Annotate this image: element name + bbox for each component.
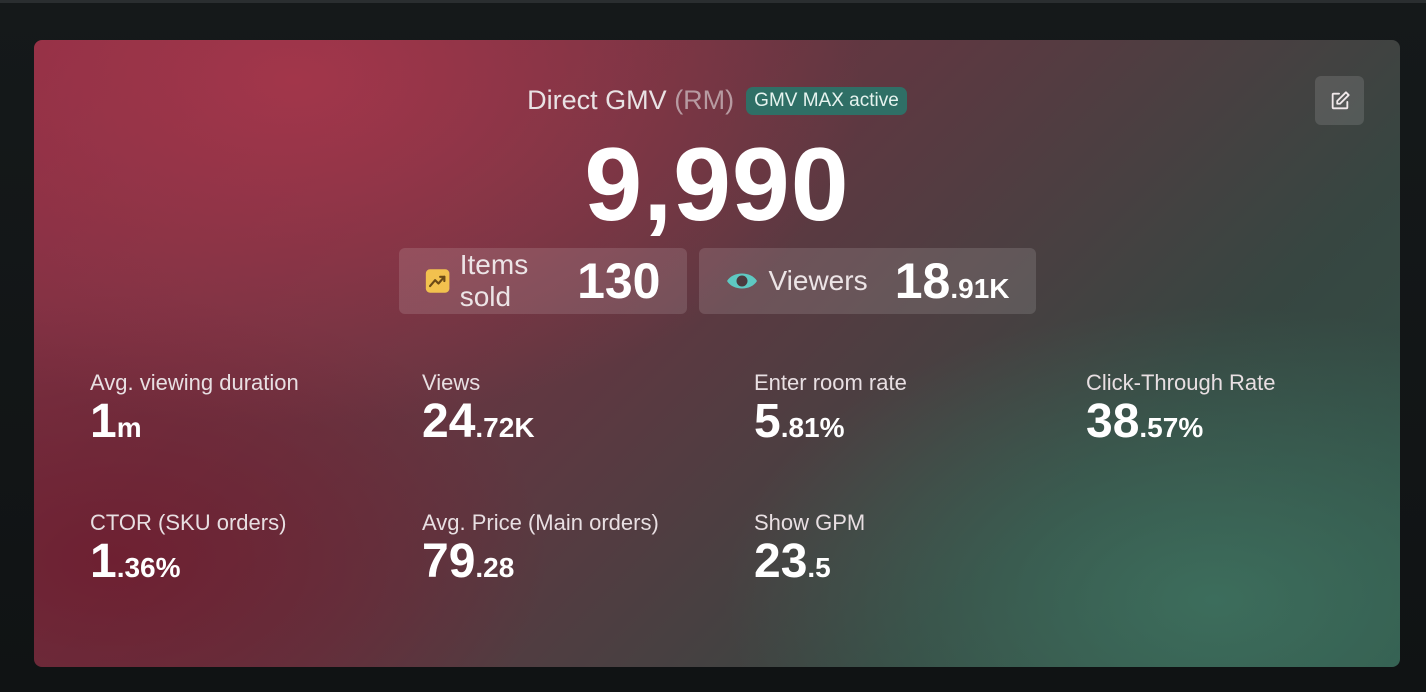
gmv-max-badge: GMV MAX active [746,86,907,115]
summary-chips: Items sold 130 Viewers 18.91K [34,248,1400,314]
live-metrics-card: Direct GMV (RM) GMV MAX active 9,990 Ite… [34,40,1400,667]
metric-label: Avg. Price (Main orders) [422,510,659,535]
metric-value-main: 38 [1086,395,1140,448]
metric-value-main: 1 [90,535,117,588]
metric-label: Click-Through Rate [1086,370,1276,395]
metric-value: 23.5 [754,538,1054,586]
metric-value-main: 24 [422,395,476,448]
metric-value-frac: .28 [475,552,515,583]
viewers-value-main: 18 [894,253,951,309]
metric-value-main: 79 [422,535,476,588]
viewers-label: Viewers [768,265,868,296]
metric-value-main: 1 [90,395,117,448]
items-sold-value: 130 [577,256,660,306]
metric-avg-price-main-orders: Avg. Price (Main orders) 79.28 [422,510,722,586]
metric-label: Show GPM [754,510,866,535]
metric-value: 1m [90,398,390,446]
metric-label: CTOR (SKU orders) [90,510,287,535]
metric-value: 24.72K [422,398,722,446]
edit-button[interactable] [1315,76,1364,125]
metric-value-frac: .81% [780,412,845,443]
metric-views: Views 24.72K [422,370,722,446]
metric-enter-room-rate: Enter room rate 5.81% [754,370,1054,446]
metric-value-main: 23 [754,535,808,588]
metric-value-frac: .5 [807,552,831,583]
metric-label: Avg. viewing duration [90,370,299,395]
trending-up-icon [425,269,449,293]
metric-value-frac: .57% [1139,412,1204,443]
metric-label: Views [422,370,481,395]
gmv-unit: (RM) [674,85,735,115]
metric-value-main: 5 [754,395,781,448]
gmv-header: Direct GMV (RM) GMV MAX active [34,85,1400,116]
metric-ctor-sku-orders: CTOR (SKU orders) 1.36% [90,510,390,586]
metric-value-frac: .72K [475,412,535,443]
metric-show-gpm: Show GPM 23.5 [754,510,1054,586]
items-sold-chip: Items sold 130 [398,248,687,314]
edit-icon [1331,90,1350,109]
metric-value-frac: .36% [116,552,181,583]
gmv-value: 9,990 [584,127,850,243]
metric-value: 38.57% [1086,398,1386,446]
viewers-value-frac: .91K [950,273,1010,304]
metric-value-frac: m [116,412,142,443]
metric-value: 79.28 [422,538,722,586]
viewers-chip: Viewers 18.91K [698,248,1036,314]
metric-avg-viewing-duration: Avg. viewing duration 1m [90,370,390,446]
metric-value: 5.81% [754,398,1054,446]
viewers-value: 18.91K [895,256,1010,306]
metric-click-through-rate: Click-Through Rate 38.57% [1086,370,1386,446]
items-sold-value-main: 130 [577,253,661,309]
top-edge [0,0,1426,3]
eye-icon [726,273,757,289]
metric-label: Enter room rate [754,370,907,395]
gmv-title-text: Direct GMV [527,85,667,115]
items-sold-label: Items sold [459,249,529,312]
metric-value: 1.36% [90,538,390,586]
gmv-title: Direct GMV (RM) [527,85,734,116]
